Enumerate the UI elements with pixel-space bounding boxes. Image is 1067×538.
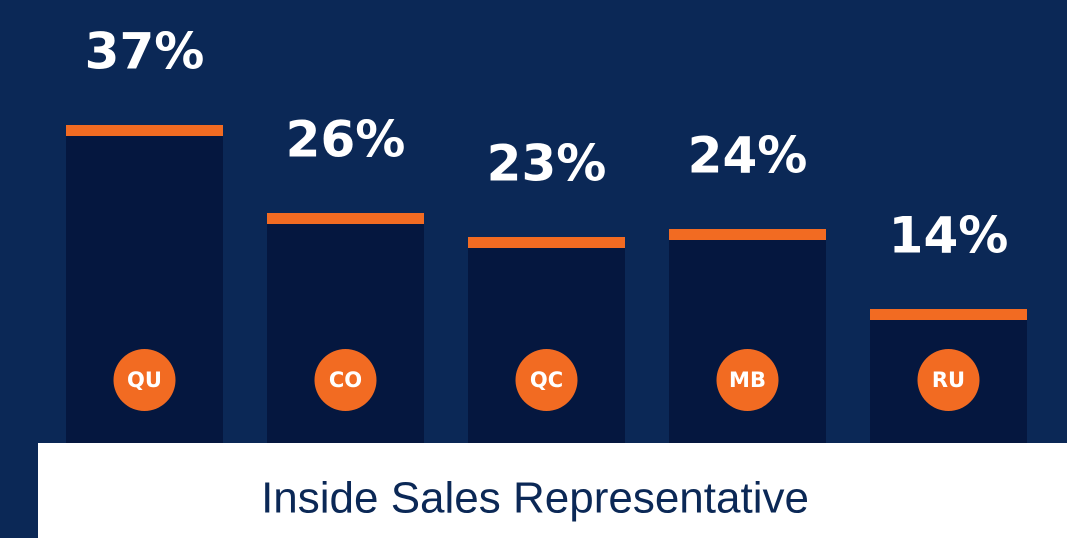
category-badge	[716, 349, 779, 411]
bar-cap	[669, 229, 826, 240]
x-tick-label: MB	[729, 368, 766, 392]
value-label: 24%	[688, 127, 808, 185]
x-tick-label: RU	[932, 368, 965, 392]
x-tick-label: QU	[127, 368, 162, 392]
value-label: 14%	[889, 207, 1009, 265]
chart-title: Inside Sales Representative	[261, 474, 809, 523]
category-badge	[515, 349, 578, 411]
category-badge	[314, 349, 377, 411]
category-badge	[917, 349, 980, 411]
value-label: 26%	[286, 111, 406, 169]
category-badge	[113, 349, 176, 411]
bar-cap	[468, 237, 625, 248]
bar-cap	[66, 125, 223, 136]
value-label: 23%	[487, 135, 607, 193]
bar	[468, 237, 625, 443]
bar-cap	[267, 213, 424, 224]
value-label: 37%	[85, 23, 205, 81]
title-panel	[38, 443, 1067, 538]
x-tick-label: CO	[329, 368, 362, 392]
x-tick-label: QC	[530, 368, 563, 392]
bar-cap	[870, 309, 1027, 320]
